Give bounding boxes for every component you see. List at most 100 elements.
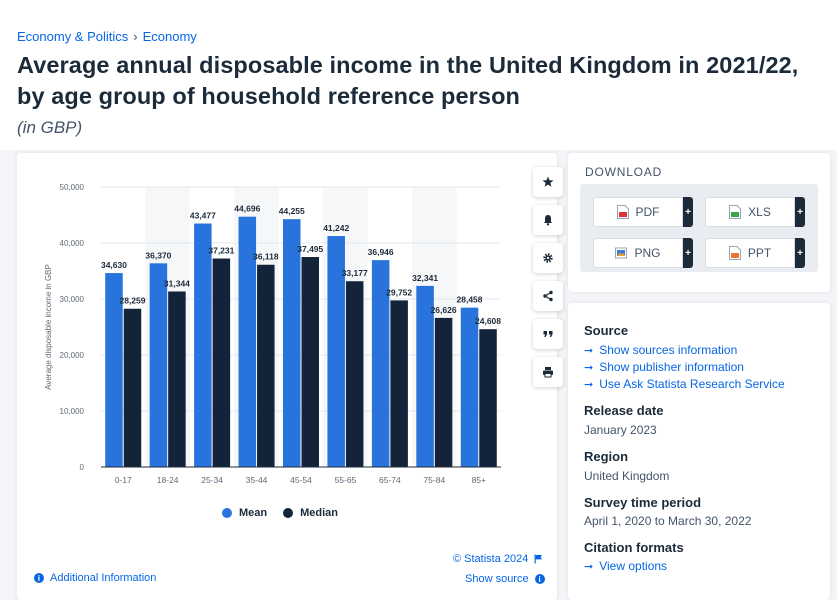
download-xls-main[interactable]: XLS	[705, 197, 795, 227]
download-png-button[interactable]: PNG +	[593, 238, 693, 268]
ppt-label: PPT	[747, 246, 772, 260]
download-pdf-main[interactable]: PDF	[593, 197, 683, 227]
y-tick-label: 10,000	[60, 407, 85, 416]
notification-button[interactable]	[533, 205, 563, 235]
additional-information-link[interactable]: i Additional Information	[34, 572, 156, 584]
legend-item-mean[interactable]: Mean	[222, 507, 267, 519]
breadcrumb-economy-politics[interactable]: Economy & Politics	[17, 29, 129, 44]
png-plus-button[interactable]: +	[683, 238, 693, 268]
data-label-median: 36,118	[253, 252, 279, 262]
bar-median	[168, 291, 186, 467]
region-heading: Region	[584, 449, 629, 464]
pdf-label: PDF	[635, 205, 660, 219]
additional-information-label: Additional Information	[50, 572, 157, 584]
x-tick-label: 25-34	[201, 475, 223, 485]
y-tick-label: 30,000	[60, 295, 85, 304]
x-tick-label: 18-24	[157, 475, 179, 485]
x-tick-label: 85+	[472, 475, 486, 485]
flag-icon	[534, 554, 543, 564]
y-tick-label: 0	[80, 463, 85, 472]
ask-statista-link[interactable]: ➞ Use Ask Statista Research Service	[584, 377, 785, 391]
arrow-right-icon: ➞	[584, 560, 594, 573]
show-sources-link[interactable]: ➞ Show sources information	[584, 343, 737, 357]
png-label: PNG	[634, 246, 661, 260]
copyright-link[interactable]: © Statista 2024	[453, 553, 543, 565]
share-icon	[543, 290, 553, 302]
survey-period-heading: Survey time period	[584, 495, 702, 510]
pdf-plus-button[interactable]: +	[683, 197, 693, 227]
view-options-link[interactable]: ➞ View options	[584, 559, 667, 573]
legend-label-mean: Mean	[239, 507, 268, 519]
pdf-file-icon	[616, 205, 629, 219]
download-png-main[interactable]: PNG	[593, 238, 683, 268]
data-label-median: 24,608	[475, 316, 501, 326]
favorite-button[interactable]	[533, 167, 563, 197]
data-label-median: 33,177	[342, 268, 368, 278]
data-label-median: 28,259	[119, 296, 145, 306]
download-pdf-button[interactable]: PDF +	[593, 197, 693, 227]
data-label-mean: 44,696	[234, 204, 260, 214]
data-label-mean: 34,630	[101, 260, 127, 270]
cite-button[interactable]	[533, 319, 563, 349]
bar-median	[390, 300, 408, 467]
print-button[interactable]	[533, 357, 563, 387]
data-label-mean: 36,370	[145, 250, 171, 260]
bar-median	[301, 257, 319, 467]
arrow-right-icon: ➞	[584, 378, 594, 391]
data-label-mean: 36,946	[368, 247, 394, 257]
ppt-plus-button[interactable]: +	[795, 238, 805, 268]
x-tick-label: 35-44	[246, 475, 268, 485]
show-source-label: Show source	[465, 573, 529, 585]
x-tick-label: 65-74	[379, 475, 401, 485]
copyright-text: © Statista 2024	[453, 553, 529, 565]
legend-item-median[interactable]: Median	[283, 507, 338, 519]
download-panel: PDF + XLS + PNG +	[580, 184, 818, 272]
bar-mean	[371, 260, 390, 467]
gear-icon	[543, 253, 553, 263]
data-label-mean: 43,477	[190, 211, 216, 221]
share-button[interactable]	[533, 281, 563, 311]
bar-median	[479, 329, 497, 467]
bar-median	[434, 317, 453, 467]
xls-plus-button[interactable]: +	[795, 197, 805, 227]
page-subtitle: (in GBP)	[17, 118, 83, 137]
survey-period-value: April 1, 2020 to March 30, 2022	[584, 514, 752, 528]
page-header: Economy & Politics › Economy Average annua…	[0, 0, 837, 150]
release-date-heading: Release date	[584, 403, 664, 418]
breadcrumb-separator: ›	[133, 29, 138, 44]
show-sources-label: Show sources information	[599, 343, 738, 357]
region-value: United Kingdom	[584, 469, 670, 483]
page-title: Average annual disposable income in the …	[17, 52, 799, 109]
arrow-right-icon: ➞	[584, 344, 594, 357]
ppt-file-icon	[728, 246, 741, 260]
download-card: DOWNLOAD PDF + XLS +	[568, 153, 830, 292]
bar-median	[345, 281, 364, 467]
xls-file-icon	[729, 205, 742, 219]
download-xls-button[interactable]: XLS +	[705, 197, 805, 227]
bar-median	[123, 308, 142, 467]
data-label-median: 29,752	[386, 287, 412, 297]
star-icon	[542, 176, 554, 187]
y-tick-label: 40,000	[60, 239, 85, 248]
ask-statista-label: Use Ask Statista Research Service	[599, 377, 785, 391]
y-tick-label: 50,000	[60, 183, 85, 192]
info-icon: i	[34, 573, 44, 583]
show-source-link[interactable]: Show source i	[465, 573, 545, 585]
settings-button[interactable]	[533, 243, 563, 273]
data-label-mean: 41,242	[323, 223, 349, 233]
bar-median	[212, 258, 231, 467]
download-title: DOWNLOAD	[585, 165, 663, 179]
view-options-label: View options	[599, 559, 668, 573]
show-publisher-link[interactable]: ➞ Show publisher information	[584, 360, 744, 374]
download-ppt-button[interactable]: PPT +	[705, 238, 805, 268]
bell-icon	[544, 215, 552, 226]
bar-chart: 0 10,000 20,000 30,000 40,000 50,000 Average d…	[44, 183, 501, 485]
download-ppt-main[interactable]: PPT	[705, 238, 795, 268]
png-file-icon	[615, 246, 628, 260]
bar-mean	[194, 223, 212, 467]
release-date-value: January 2023	[584, 423, 657, 437]
legend-swatch-mean	[222, 508, 232, 518]
bar-mean	[416, 285, 434, 467]
breadcrumb-economy[interactable]: Economy	[142, 29, 197, 44]
data-label-mean: 32,341	[412, 273, 438, 283]
